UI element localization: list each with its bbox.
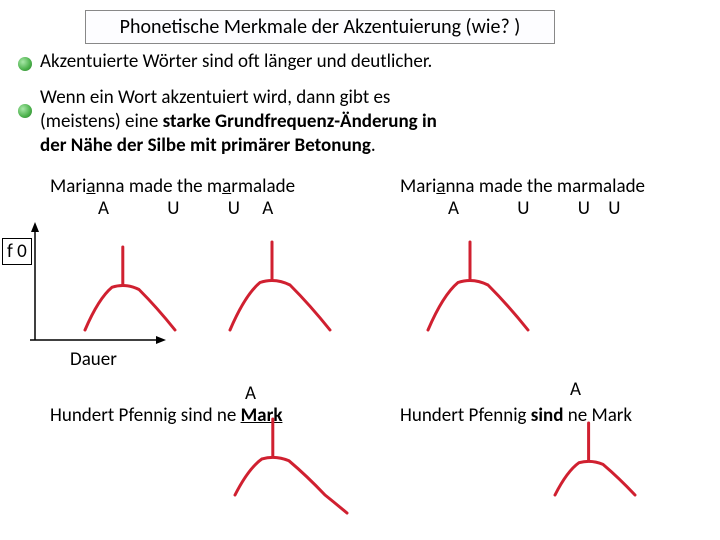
diagram-svg [0,0,720,540]
